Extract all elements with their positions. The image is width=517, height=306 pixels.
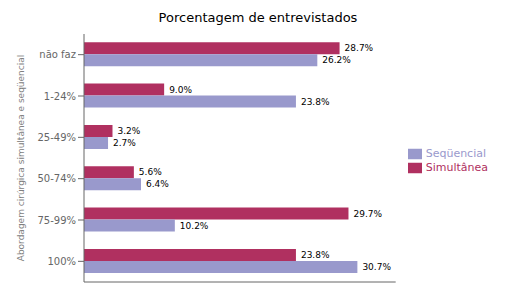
svg-text:50-74%: 50-74% [37,173,76,184]
svg-text:30.7%: 30.7% [362,262,391,272]
svg-text:2.7%: 2.7% [113,138,136,148]
svg-text:5.6%: 5.6% [139,167,162,177]
html-text:Porcentagem de entrevistados: Porcentagem de entrevistados [158,10,358,25]
svg-text:29.7%: 29.7% [353,209,382,219]
svg-text:6.4%: 6.4% [146,179,169,189]
svg-text:28.7%: 28.7% [345,43,374,53]
svg-text:75-99%: 75-99% [37,215,76,226]
svg-text:25-49%: 25-49% [37,132,76,143]
svg-text:3.2%: 3.2% [117,126,140,136]
svg-text:não faz: não faz [39,49,76,60]
svg-text:9.0%: 9.0% [169,85,192,95]
html-text:Simultânea: Simultânea [425,161,488,174]
svg-text:26.2%: 26.2% [322,55,351,65]
svg-text:Abordagem cirúrgica simultânea: Abordagem cirúrgica simultânea e seqüenc… [16,55,26,262]
svg-text:1-24%: 1-24% [44,91,76,102]
svg-text:10.2%: 10.2% [180,221,209,231]
svg-text:100%: 100% [47,256,76,267]
svg-text:23.8%: 23.8% [301,97,330,107]
html-text:Seqüencial: Seqüencial [425,147,486,160]
svg-text:23.8%: 23.8% [301,250,330,260]
